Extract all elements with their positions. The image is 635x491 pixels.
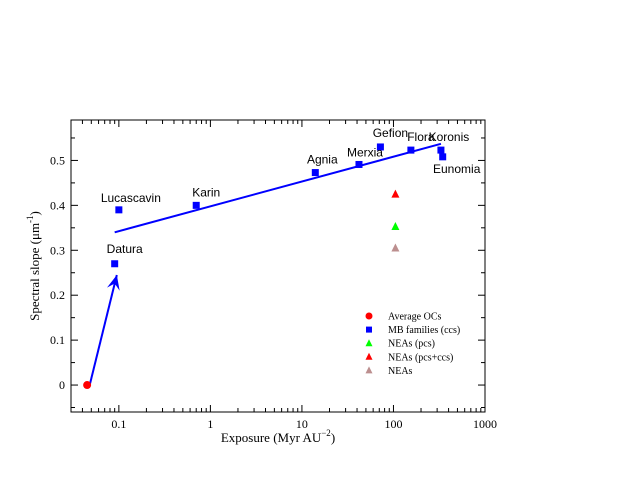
point-datura bbox=[111, 260, 119, 268]
point-neas-pcs bbox=[391, 221, 400, 230]
legend-label-neas-pcs-ccs: NEAs (pcs+ccs) bbox=[388, 352, 453, 363]
x-tick-label: 1 bbox=[207, 417, 213, 431]
arrow-head bbox=[106, 274, 120, 291]
x-axis-label: Exposure (Myr AU−2) bbox=[221, 428, 335, 445]
x-tick-label: 10 bbox=[296, 417, 308, 431]
tick-labels: 0.1 1 10 100 1000 0 0.1 0.2 0.3 0.4 0.5 bbox=[50, 153, 497, 431]
legend-marker-mb-families-ccs bbox=[366, 326, 372, 333]
point-label-eunomia: Eunomia bbox=[433, 162, 481, 176]
point-label-gefion: Gefion bbox=[373, 126, 408, 140]
legend-marker-neas-pcs bbox=[365, 339, 373, 347]
x-tick-label: 1000 bbox=[473, 417, 497, 431]
point-labels: Lucascavin Datura Karin Agnia Merxia Gefion Fl… bbox=[101, 126, 481, 256]
x-axis-label-end: ) bbox=[331, 430, 335, 445]
legend-label-neas: NEAs bbox=[388, 366, 413, 377]
point-label-karin: Karin bbox=[192, 185, 220, 199]
point-koronis bbox=[437, 146, 445, 154]
fit-line bbox=[114, 142, 442, 234]
point-label-lucascavin: Lucascavin bbox=[101, 191, 161, 205]
y-axis-label: Spectral slope (μm-1) bbox=[25, 211, 42, 321]
y-tick-label: 0.5 bbox=[50, 153, 65, 167]
y-tick-label: 0.4 bbox=[50, 198, 65, 212]
point-average-ocs bbox=[83, 381, 92, 390]
y-axis-label-sup: -1 bbox=[25, 215, 35, 223]
point-merxia bbox=[355, 160, 363, 168]
legend-label-average-ocs: Average OCs bbox=[388, 312, 442, 323]
legend-label-mb-families-ccs: MB families (ccs) bbox=[388, 325, 460, 336]
point-flora bbox=[407, 146, 415, 154]
legend: Average OCs MB families (ccs) NEAs (pcs) NE… bbox=[365, 312, 460, 377]
point-label-datura: Datura bbox=[107, 242, 143, 256]
x-tick-label: 100 bbox=[384, 417, 402, 431]
data-points bbox=[83, 143, 447, 390]
point-gefion bbox=[376, 143, 384, 151]
legend-marker-neas bbox=[365, 366, 373, 374]
point-agnia bbox=[311, 169, 319, 177]
y-tick-label: 0.1 bbox=[50, 333, 65, 347]
point-label-flora: Flora bbox=[407, 130, 435, 144]
arrow-shaft bbox=[88, 274, 118, 386]
point-neas-pcs-ccs bbox=[391, 189, 400, 198]
point-label-merxia: Merxia bbox=[347, 145, 383, 159]
y-tick-label: 0 bbox=[59, 378, 65, 392]
y-tick-label: 0.2 bbox=[50, 288, 65, 302]
point-eunomia bbox=[439, 153, 447, 161]
point-label-koronis: Koronis bbox=[429, 130, 470, 144]
point-lucascavin bbox=[115, 206, 123, 214]
point-neas bbox=[391, 243, 400, 252]
legend-label-neas-pcs: NEAs (pcs) bbox=[388, 339, 435, 350]
plot-frame bbox=[70, 119, 486, 413]
arrow bbox=[88, 274, 120, 386]
y-axis-label-end: ) bbox=[27, 211, 42, 215]
y-tick-label: 0.3 bbox=[50, 243, 65, 257]
legend-marker-average-ocs bbox=[365, 312, 373, 320]
x-axis-label-sup: −2 bbox=[321, 428, 331, 438]
x-axis-label-main: Exposure (Myr AU bbox=[221, 430, 322, 445]
x-tick-label: 0.1 bbox=[111, 417, 126, 431]
legend-marker-neas-pcs-ccs bbox=[365, 352, 373, 360]
y-axis-label-main: Spectral slope (μm bbox=[27, 223, 42, 321]
axis-ticks bbox=[70, 120, 486, 412]
point-karin bbox=[192, 201, 200, 209]
point-label-agnia: Agnia bbox=[307, 153, 338, 167]
